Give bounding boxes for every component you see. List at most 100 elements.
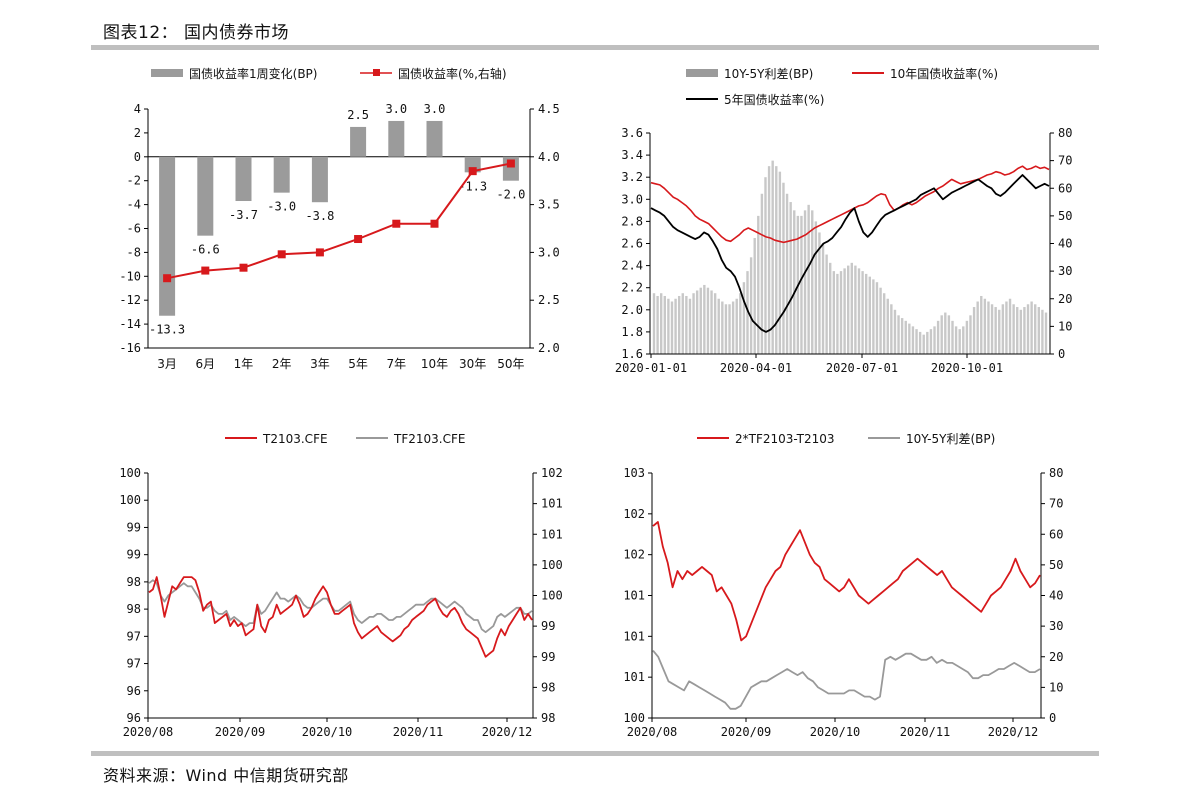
c2-spread-bar	[987, 301, 990, 354]
c1-x-label: 3年	[310, 357, 330, 371]
c2-spread-bar	[1016, 307, 1019, 354]
c1-ytick-right-label: 2.0	[538, 341, 560, 355]
c2-spread-bar	[688, 298, 692, 354]
c2-spread-bar	[713, 293, 717, 354]
c1-legend-bar-swatch	[151, 69, 183, 77]
c1-ytick-right-label: 4.0	[538, 150, 560, 164]
c2-spread-bar	[962, 326, 965, 354]
c2-spread-bar	[980, 295, 983, 354]
c3-ytick-right-label: 100	[541, 589, 563, 603]
c2-spread-bar	[692, 293, 695, 354]
c3-ytick-left-label: 98	[127, 575, 141, 589]
c4-ytick-right-label: 20	[1049, 650, 1063, 664]
c2-spread-bar	[1023, 307, 1026, 354]
c1-bar-label: -13.3	[149, 323, 185, 337]
c4-spread-line	[652, 650, 1041, 710]
c2-spread-bar	[659, 293, 663, 354]
c4-x-label: 2020/11	[900, 725, 951, 739]
c1-ytick-left-label: 4	[134, 102, 141, 116]
c2-spread-bar	[1034, 304, 1037, 354]
c3-x-label: 2020/11	[393, 725, 444, 739]
c3-x-label: 2020/12	[482, 725, 533, 739]
c1-ytick-left-label: 0	[134, 150, 141, 164]
c4-ytick-right-label: 80	[1049, 466, 1063, 480]
c2-spread-bar	[775, 166, 778, 354]
c3-ytick-right-label: 98	[541, 680, 555, 694]
c2-spread-bar	[746, 271, 749, 354]
c4-legend-spread-label: 10Y-5Y利差(BP)	[906, 432, 995, 446]
c2-ytick-right-label: 70	[1058, 154, 1072, 168]
c1-ytick-right-label: 3.0	[538, 245, 560, 259]
c2-spread-bar	[829, 262, 832, 354]
c2-spread-bar	[800, 215, 803, 354]
c2-spread-bar	[803, 210, 807, 354]
c3-ytick-left-label: 99	[127, 520, 141, 534]
c1-ytick-left-label: 2	[134, 126, 141, 140]
c1-ytick-right-label: 3.5	[538, 198, 560, 212]
c2-spread-bar	[674, 298, 677, 354]
c2-spread-bar	[721, 301, 724, 354]
c4-ytick-left-label: 101	[623, 670, 645, 684]
c1-ytick-left-label: -8	[127, 245, 141, 259]
c3-legend-tf-label: TF2103.CFE	[393, 432, 465, 446]
c2-spread-bar	[900, 318, 904, 354]
c4-basis-line	[652, 521, 1041, 642]
c2-spread-bar	[764, 177, 767, 354]
c2-legend-y10-label: 10年国债收益率(%)	[890, 66, 998, 81]
c2-legend-bar-swatch	[686, 69, 718, 77]
c2-spread-bar	[821, 243, 825, 354]
c1-x-label: 30年	[459, 357, 486, 371]
c3-ytick-right-label: 98	[541, 711, 555, 725]
c4-ytick-left-label: 102	[623, 507, 645, 521]
c2-spread-bar	[685, 295, 688, 354]
c3-ytick-right-label: 101	[541, 527, 563, 541]
bottom-divider	[91, 751, 1099, 756]
c2-spread-bar	[922, 334, 925, 354]
c3-ytick-right-label: 99	[541, 619, 555, 633]
c1-bar	[159, 156, 176, 316]
c1-ytick-left-label: -14	[119, 317, 141, 331]
c2-ytick-left-label: 3.6	[621, 126, 643, 140]
c2-spread-bar	[771, 160, 774, 354]
c3-ytick-right-label: 99	[541, 650, 555, 664]
c2-x-label: 2020-10-01	[931, 361, 1003, 375]
c4-x-label: 2020/10	[810, 725, 861, 739]
c2-spread-bar	[728, 304, 731, 354]
c1-bar-label: -1.3	[458, 179, 487, 193]
c2-ytick-right-label: 80	[1058, 126, 1072, 140]
c2-spread-bar	[731, 301, 735, 354]
c2-ytick-left-label: 2.4	[621, 259, 643, 273]
c2-spread-bar	[875, 282, 879, 354]
c2-legend-y5-label: 5年国债收益率(%)	[724, 92, 824, 107]
c3-ytick-left-label: 96	[127, 684, 141, 698]
c2-spread-bar	[868, 276, 871, 354]
c2-spread-bar	[998, 309, 1001, 354]
c4-x-label: 2020/09	[721, 725, 772, 739]
c1-yield-line	[166, 162, 512, 280]
c2-ytick-right-label: 50	[1058, 209, 1072, 223]
c2-ytick-left-label: 2.8	[621, 214, 643, 228]
c2-spread-bar	[656, 295, 659, 354]
c3-legend-t-label: T2103.CFE	[262, 432, 328, 446]
c2-spread-bar	[958, 329, 961, 354]
c1-yield-marker	[506, 159, 515, 168]
c1-bar	[197, 156, 214, 236]
c2-x-label: 2020-04-01	[720, 361, 792, 375]
c4-ytick-right-label: 10	[1049, 680, 1063, 694]
c1-x-label: 50年	[497, 357, 524, 371]
c2-spread-bar	[785, 193, 789, 354]
c2-spread-bar	[1044, 312, 1048, 354]
c1-yield-marker	[354, 235, 363, 244]
c1-bar-label: -3.8	[305, 209, 334, 223]
c2-spread-bar	[872, 279, 875, 354]
c4-ytick-right-label: 0	[1049, 711, 1056, 725]
c1-bar	[388, 120, 405, 157]
c4-x-label: 2020/08	[627, 725, 678, 739]
c1-yield-marker	[239, 263, 248, 272]
c2-spread-bar	[1026, 304, 1030, 354]
c1-yield-marker	[392, 219, 401, 228]
c1-bar-label: -3.0	[267, 200, 296, 214]
c2-spread-bar	[994, 307, 997, 354]
c2-spread-bar	[782, 182, 785, 354]
